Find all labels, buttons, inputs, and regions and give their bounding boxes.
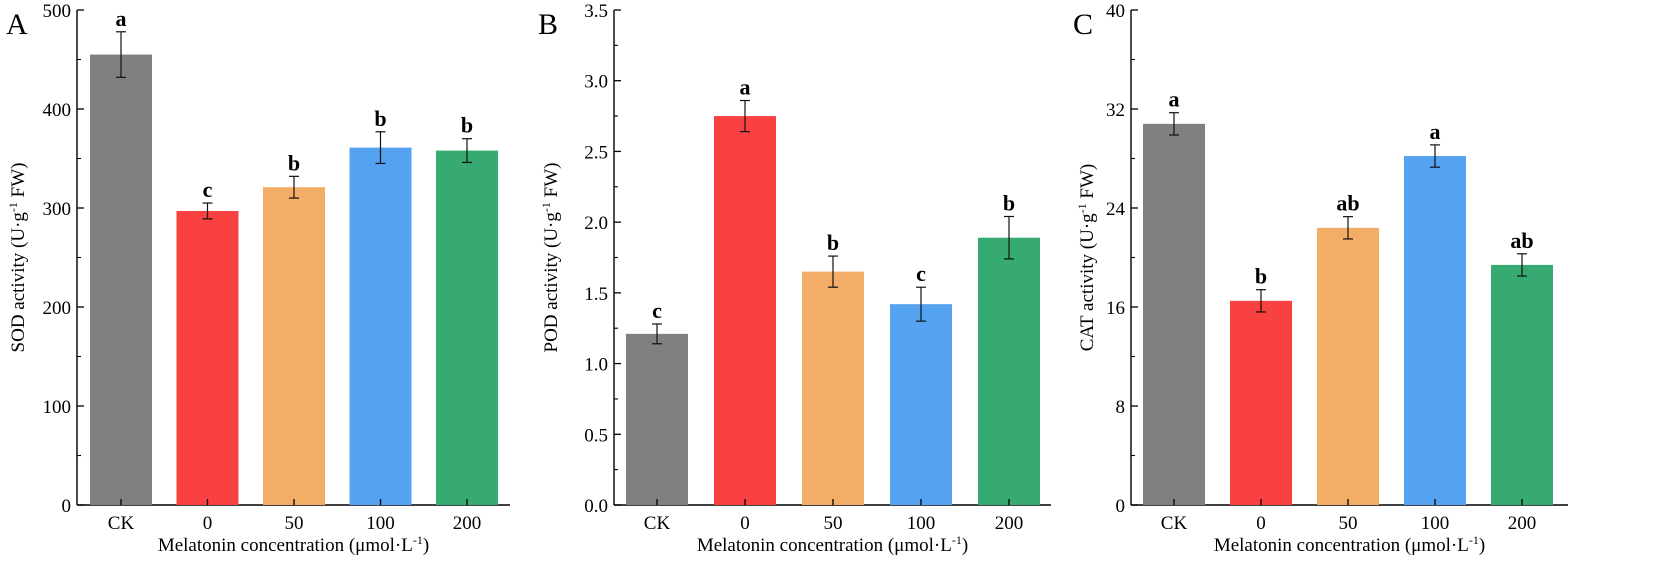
- y-tick-label: 40: [1106, 1, 1125, 22]
- x-tick-label: 100: [1421, 513, 1450, 534]
- y-axis-label: SOD activity (U·g-1 FW): [6, 163, 29, 353]
- x-axis-label-main: Melatonin concentration (μmol·L: [158, 535, 413, 556]
- panel-label: C: [1073, 8, 1093, 41]
- x-axis-label-suffix: ): [423, 535, 429, 556]
- bar-ck: [626, 333, 688, 505]
- y-axis-label-suffix: FW): [1077, 164, 1098, 204]
- x-axis-label-superscript: -1: [1469, 533, 1479, 547]
- significance-letter: a: [1169, 87, 1180, 112]
- y-tick-label: 2.0: [584, 213, 608, 234]
- x-tick-label: 0: [740, 513, 750, 534]
- significance-letter: ab: [1336, 191, 1359, 216]
- x-axis-label-superscript: -1: [952, 533, 962, 547]
- y-tick-label: 0.0: [584, 496, 608, 517]
- significance-letter: a: [1430, 119, 1441, 144]
- x-tick-label: 0: [203, 513, 213, 534]
- x-axis-label: Melatonin concentration (μmol·L-1): [1214, 533, 1485, 556]
- bar-100: [1404, 156, 1466, 505]
- x-tick-label: CK: [1161, 513, 1188, 534]
- bar-200: [436, 150, 498, 505]
- significance-letter: a: [116, 6, 127, 31]
- y-tick-label: 0: [1116, 496, 1126, 517]
- significance-letter: c: [203, 177, 213, 202]
- significance-letter: b: [1255, 264, 1267, 289]
- y-tick-label: 32: [1106, 100, 1125, 121]
- y-tick-label: 100: [43, 397, 72, 418]
- x-tick-label: 50: [824, 513, 843, 534]
- bar-50: [263, 187, 325, 505]
- y-axis-label-main: CAT activity (U·g: [1077, 213, 1098, 351]
- y-tick-label: 400: [43, 100, 72, 121]
- y-tick-label: 8: [1116, 397, 1126, 418]
- bar-ck: [1143, 123, 1205, 505]
- bar-ck: [90, 54, 152, 506]
- y-axis-label-superscript: -1: [6, 202, 20, 212]
- x-tick-label: 200: [1508, 513, 1537, 534]
- x-tick-label: 200: [995, 513, 1024, 534]
- bar-0: [714, 116, 776, 506]
- cat-activity-chart: 0 8 16 24 32 40 a CK b 0 ab 50 a 100 ab 200 C CAT activit…: [1073, 1, 1568, 556]
- x-axis-label: Melatonin concentration (μmol·L-1): [158, 533, 429, 556]
- significance-letter: b: [374, 106, 386, 131]
- bar-100: [349, 147, 412, 506]
- x-tick-label: CK: [644, 513, 671, 534]
- x-axis-label-main: Melatonin concentration (μmol·L: [1214, 535, 1469, 556]
- panel-label: A: [6, 8, 28, 41]
- significance-letter: a: [740, 75, 751, 100]
- significance-letter: c: [652, 298, 662, 323]
- y-axis-label-main: POD activity (U·g: [541, 212, 562, 353]
- x-tick-label: 0: [1256, 513, 1266, 534]
- y-axis-label: CAT activity (U·g-1 FW): [1075, 164, 1098, 352]
- y-tick-label: 0: [62, 496, 72, 517]
- pod-activity-chart: 0.0 0.5 1.0 1.5 2.0 2.5 3.0 3.5 c CK a 0 b 50 c 100 b 200…: [538, 1, 1051, 556]
- x-axis-label: Melatonin concentration (μmol·L-1): [697, 533, 968, 556]
- bar-0: [1230, 300, 1292, 505]
- y-tick-label: 1.5: [584, 284, 608, 305]
- y-axis-label-superscript: -1: [1075, 203, 1089, 213]
- y-tick-label: 2.5: [584, 142, 608, 163]
- x-axis-label-suffix: ): [962, 535, 968, 556]
- y-tick-label: 16: [1106, 298, 1125, 319]
- y-tick-label: 1.0: [584, 355, 608, 376]
- significance-letter: c: [916, 261, 926, 286]
- y-tick-label: 500: [43, 1, 72, 22]
- x-axis-label-superscript: -1: [413, 533, 423, 547]
- x-tick-label: 100: [366, 513, 395, 534]
- y-tick-label: 300: [43, 199, 72, 220]
- significance-letter: b: [461, 113, 473, 138]
- significance-letter: b: [1003, 190, 1015, 215]
- bar-0: [176, 210, 239, 505]
- bar-50: [802, 271, 864, 505]
- y-axis-label: POD activity (U·g-1 FW): [539, 163, 562, 353]
- x-tick-label: 50: [1339, 513, 1358, 534]
- y-tick-label: 0.5: [584, 425, 608, 446]
- y-axis-label-suffix: FW): [541, 163, 562, 203]
- x-tick-label: CK: [108, 513, 135, 534]
- y-axis-label-superscript: -1: [539, 202, 553, 212]
- bar-200: [978, 237, 1040, 505]
- y-axis-label-suffix: FW): [8, 163, 29, 203]
- y-tick-label: 200: [43, 298, 72, 319]
- panel-label: B: [538, 8, 558, 41]
- significance-letter: b: [827, 230, 839, 255]
- bar-50: [1317, 227, 1379, 506]
- x-axis-label-suffix: ): [1479, 535, 1485, 556]
- y-tick-label: 3.5: [584, 1, 608, 22]
- x-tick-label: 50: [285, 513, 304, 534]
- y-axis-label-main: SOD activity (U·g: [8, 212, 29, 353]
- y-tick-label: 24: [1106, 199, 1126, 220]
- y-tick-label: 3.0: [584, 72, 608, 93]
- x-tick-label: 100: [907, 513, 936, 534]
- x-axis-label-main: Melatonin concentration (μmol·L: [697, 535, 952, 556]
- sod-activity-chart: 0 100 200 300 400 500 a CK c 0 b 50 b 100 b 200 A SOD act…: [6, 1, 510, 556]
- significance-letter: b: [288, 150, 300, 175]
- x-tick-label: 200: [453, 513, 482, 534]
- bar-200: [1491, 264, 1553, 505]
- bar-100: [890, 304, 952, 505]
- significance-letter: ab: [1510, 228, 1533, 253]
